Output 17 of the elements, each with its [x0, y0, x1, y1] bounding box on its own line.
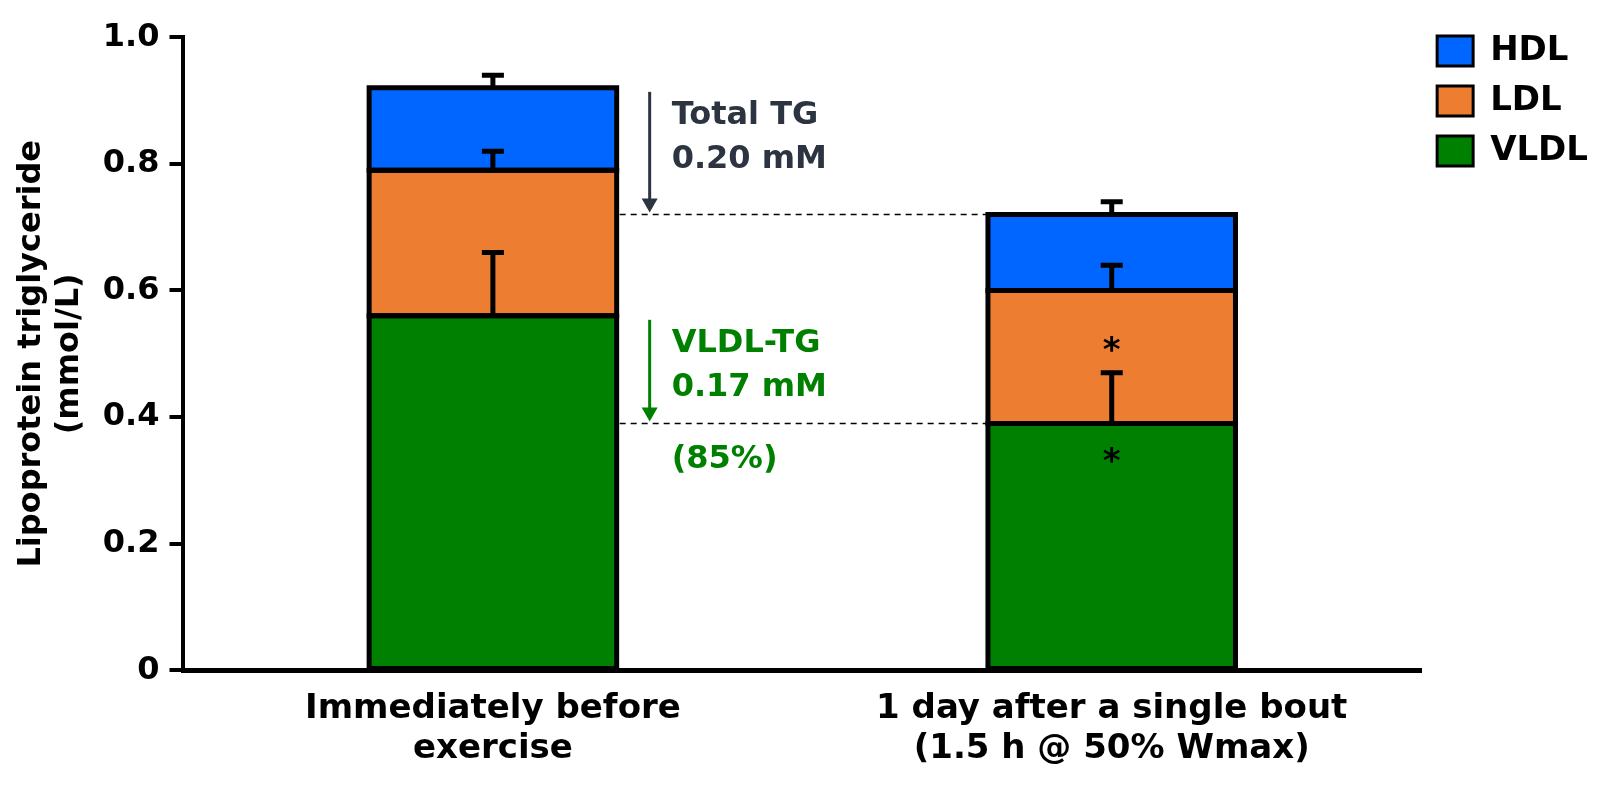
x-tick-label: Immediately before exercise	[304, 685, 681, 767]
legend-label: HDL	[1490, 27, 1569, 68]
y-tick-label: 0.2	[102, 522, 160, 561]
annotation: *	[1102, 440, 1121, 481]
annotation: (85%)	[671, 437, 778, 476]
y-tick-label: 0	[137, 648, 160, 687]
annotation: *	[1102, 329, 1121, 370]
annotation: VLDL-TG 0.17 mM	[671, 322, 827, 405]
y-tick-label: 0.4	[102, 395, 160, 434]
legend-label: LDL	[1490, 77, 1562, 118]
y-axis-title: Lipoprotein triglyceride (mmol/L)	[9, 139, 86, 568]
y-tick-label: 0.8	[102, 142, 160, 181]
legend-label: VLDL	[1490, 127, 1589, 168]
y-tick-label: 1.0	[102, 15, 160, 54]
x-tick-label: 1 day after a single bout (1.5 h @ 50% Wmax)	[876, 685, 1348, 767]
y-tick-label: 0.6	[102, 268, 160, 307]
annotation: Total TG 0.20 mM	[671, 94, 827, 177]
